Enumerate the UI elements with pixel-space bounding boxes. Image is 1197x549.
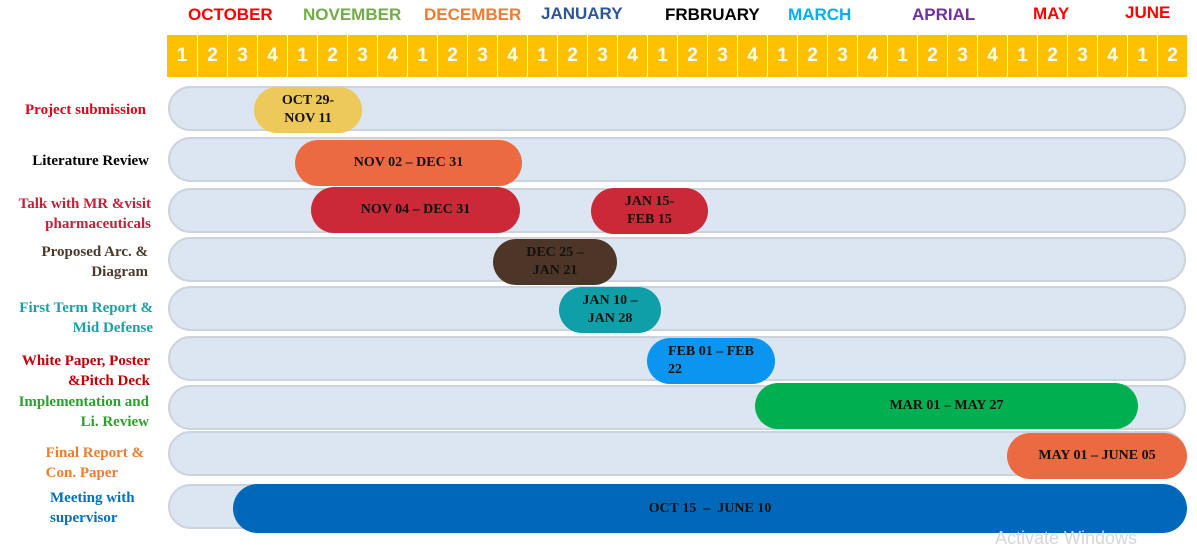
task-row-first-term-report bbox=[168, 286, 1186, 331]
month-june: JUNE bbox=[1125, 3, 1171, 22]
month-april: APRIAL bbox=[912, 5, 976, 24]
week-number-cell: 3 bbox=[467, 35, 497, 77]
week-number-cell: 1 bbox=[1127, 35, 1157, 77]
task-label-literature-review: Literature Review bbox=[32, 153, 149, 169]
task-label-talk-with-mr: Talk with MR &visit pharmaceuticals bbox=[18, 196, 151, 232]
task-bar-talk-with-mr-1-text: NOV 04 – DEC 31 bbox=[360, 202, 471, 217]
task-bar-project-submission-text: OCT 29- NOV 11 bbox=[281, 93, 335, 126]
task-bar-literature-review: NOV 02 – DEC 31 bbox=[295, 140, 522, 186]
week-number-cell: 1 bbox=[287, 35, 317, 77]
week-number-cell: 4 bbox=[377, 35, 407, 77]
week-number-cell: 2 bbox=[1037, 35, 1067, 77]
task-bar-meeting-supervisor-text: OCT 15 – JUNE 10 bbox=[648, 500, 772, 516]
week-number-cell: 3 bbox=[1067, 35, 1097, 77]
week-number-cell: 2 bbox=[557, 35, 587, 77]
task-bar-talk-with-mr-2: JAN 15- FEB 15 bbox=[591, 188, 708, 234]
activate-windows-watermark: Activate Windows bbox=[995, 528, 1138, 548]
task-bar-final-report: MAY 01 – JUNE 05 bbox=[1007, 433, 1187, 479]
week-number-cell: 2 bbox=[1157, 35, 1187, 77]
task-bar-first-term-report-text: JAN 10 – JAN 28 bbox=[582, 293, 638, 326]
task-label-white-paper: White Paper, Poster &Pitch Deck bbox=[21, 353, 150, 389]
week-number-cell: 2 bbox=[797, 35, 827, 77]
week-number-cell: 4 bbox=[857, 35, 887, 77]
week-number-cell: 4 bbox=[617, 35, 647, 77]
week-number-cell: 4 bbox=[977, 35, 1007, 77]
month-december: DECEMBER bbox=[424, 5, 522, 24]
month-november: NOVEMBER bbox=[303, 5, 402, 24]
task-bar-talk-with-mr-1: NOV 04 – DEC 31 bbox=[311, 187, 520, 233]
month-february: FRBRUARY bbox=[665, 5, 760, 24]
week-number-cell: 1 bbox=[176, 45, 188, 66]
week-number-cell: 1 bbox=[767, 35, 797, 77]
week-number-cell: 1 bbox=[1007, 35, 1037, 77]
task-bar-final-report-text: MAY 01 – JUNE 05 bbox=[1038, 448, 1156, 463]
week-number-cell: 4 bbox=[737, 35, 767, 77]
task-label-first-term-report: First Term Report & Mid Defense bbox=[19, 300, 153, 336]
week-number-cell: 2 bbox=[437, 35, 467, 77]
week-number-cell: 2 bbox=[677, 35, 707, 77]
task-bar-proposed-architecture-text: DEC 25 – JAN 21 bbox=[526, 245, 584, 278]
task-bar-talk-with-mr-2-text: JAN 15- FEB 15 bbox=[624, 194, 675, 227]
task-label-implementation: Implementation and Li. Review bbox=[18, 394, 149, 430]
week-number-cell: 3 bbox=[947, 35, 977, 77]
task-label-meeting-supervisor: Meeting with supervisor bbox=[50, 490, 135, 526]
week-number-cell: 4 bbox=[1097, 35, 1127, 77]
week-number-cell: 3 bbox=[707, 35, 737, 77]
task-bar-project-submission: OCT 29- NOV 11 bbox=[254, 87, 362, 133]
task-row-proposed-architecture bbox=[168, 237, 1186, 282]
week-number-cell: 2 bbox=[917, 35, 947, 77]
month-march: MARCH bbox=[788, 5, 852, 24]
week-number-cell: 4 bbox=[497, 35, 527, 77]
week-number-cell: 1 bbox=[527, 35, 557, 77]
task-bar-implementation-text: MAR 01 – MAY 27 bbox=[889, 398, 1004, 413]
week-number-cell: 1 bbox=[647, 35, 677, 77]
week-number-cell: 1 bbox=[407, 35, 437, 77]
task-bar-literature-review-text: NOV 02 – DEC 31 bbox=[353, 155, 464, 170]
task-bar-first-term-report: JAN 10 – JAN 28 bbox=[559, 287, 661, 333]
month-january: JANUARY bbox=[541, 4, 623, 23]
task-bar-implementation: MAR 01 – MAY 27 bbox=[755, 383, 1138, 429]
task-bar-proposed-architecture: DEC 25 – JAN 21 bbox=[493, 239, 617, 285]
month-october: OCTOBER bbox=[188, 5, 273, 24]
week-number-cell: 1 bbox=[887, 35, 917, 77]
task-bar-white-paper-text: FEB 01 – FEB 22 bbox=[668, 344, 754, 377]
week-number-cell: 2 bbox=[197, 35, 227, 77]
task-label-final-report: Final Report & Con. Paper bbox=[45, 445, 144, 481]
week-number-cell: 3 bbox=[227, 35, 257, 77]
week-number-cell: 3 bbox=[827, 35, 857, 77]
week-number-cell: 3 bbox=[347, 35, 377, 77]
week-number-cell: 4 bbox=[257, 35, 287, 77]
task-bar-meeting-supervisor: OCT 15 – JUNE 10 bbox=[233, 484, 1187, 533]
task-bar-white-paper: FEB 01 – FEB 22 bbox=[647, 338, 775, 384]
task-label-project-submission: Project submission bbox=[25, 102, 146, 118]
week-number-cell: 3 bbox=[587, 35, 617, 77]
week-number-cell: 2 bbox=[317, 35, 347, 77]
task-label-proposed-architecture: Proposed Arc. & Diagram bbox=[41, 244, 148, 280]
month-may: MAY bbox=[1033, 4, 1070, 23]
